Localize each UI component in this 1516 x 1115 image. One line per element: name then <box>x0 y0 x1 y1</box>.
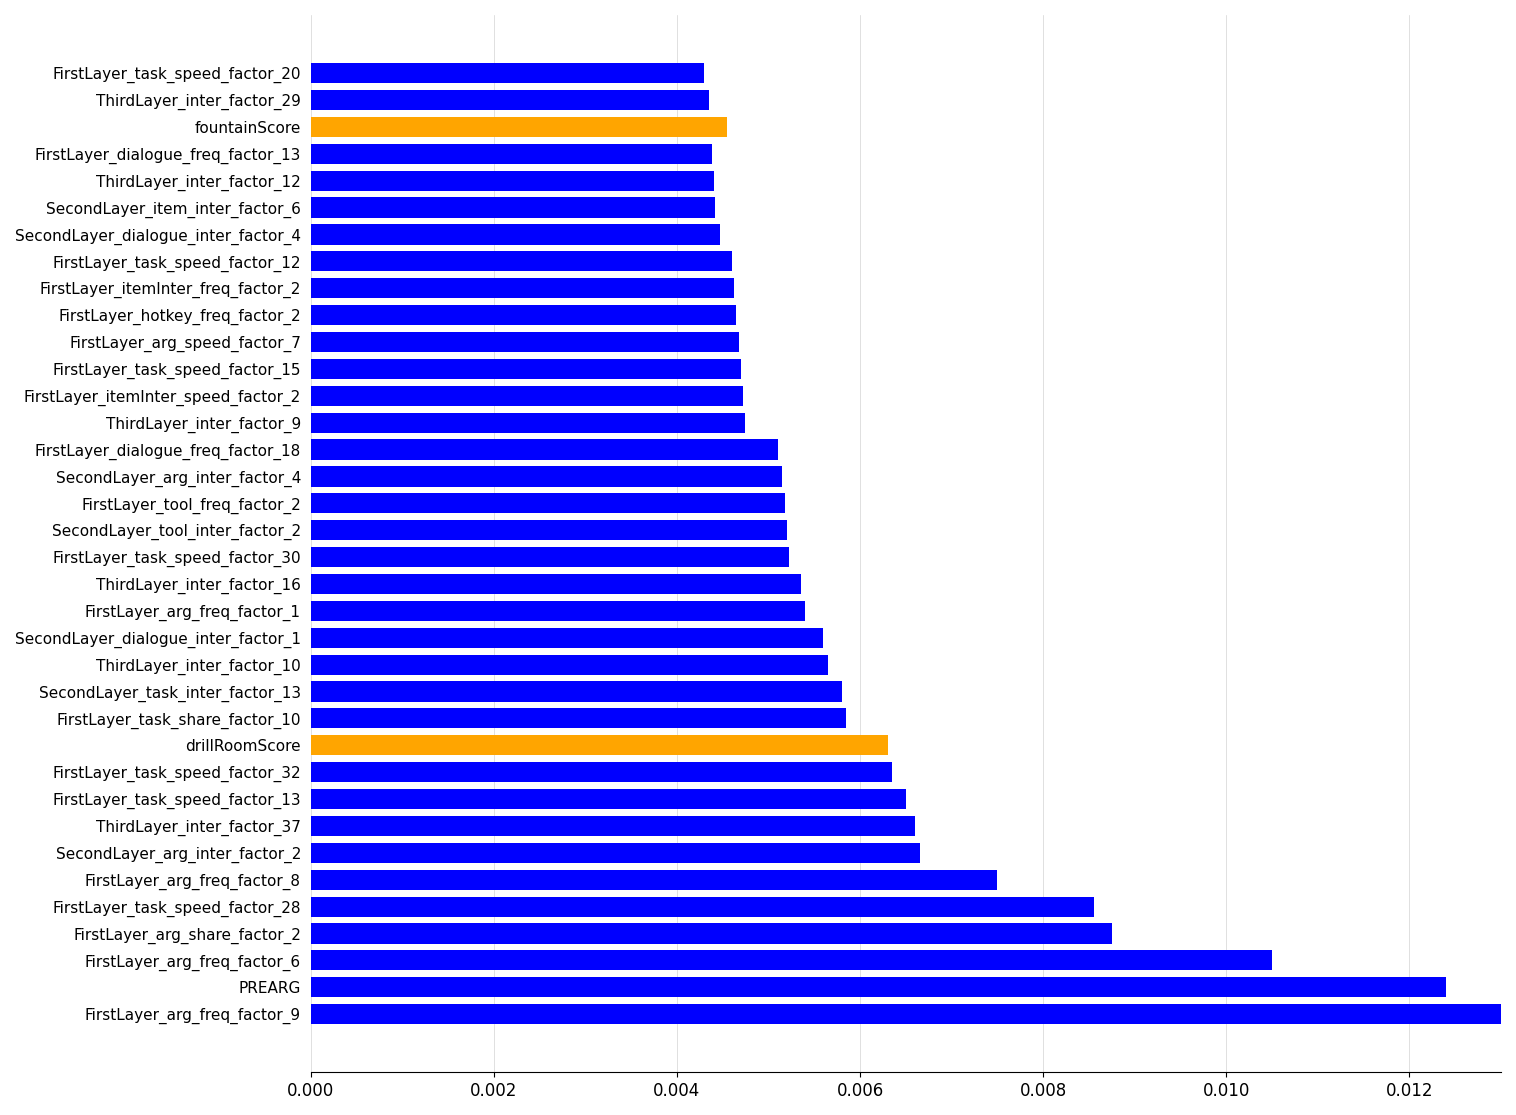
Bar <box>311 923 1111 943</box>
Bar <box>311 977 1446 997</box>
Bar <box>311 655 828 675</box>
Bar <box>311 816 916 836</box>
Bar <box>311 224 720 244</box>
Bar <box>311 843 920 863</box>
Bar <box>311 735 887 755</box>
Bar <box>311 466 782 486</box>
Bar <box>311 439 778 459</box>
Bar <box>311 789 907 809</box>
Bar <box>311 278 734 299</box>
Bar <box>311 386 743 406</box>
Bar <box>311 870 998 890</box>
Bar <box>311 1004 1501 1025</box>
Bar <box>311 306 737 326</box>
Bar <box>311 681 841 701</box>
Bar <box>311 762 891 783</box>
Bar <box>311 332 740 352</box>
Bar <box>311 950 1272 970</box>
Bar <box>311 251 732 271</box>
Bar <box>311 708 846 728</box>
Bar <box>311 64 705 84</box>
Bar <box>311 413 744 433</box>
Bar <box>311 493 785 513</box>
Bar <box>311 628 823 648</box>
Bar <box>311 520 787 541</box>
Bar <box>311 171 714 191</box>
Bar <box>311 144 711 164</box>
Bar <box>311 90 709 110</box>
Bar <box>311 197 716 217</box>
Bar <box>311 574 800 594</box>
Bar <box>311 547 788 568</box>
Bar <box>311 601 805 621</box>
Bar <box>311 896 1093 917</box>
Bar <box>311 359 741 379</box>
Bar <box>311 117 728 137</box>
